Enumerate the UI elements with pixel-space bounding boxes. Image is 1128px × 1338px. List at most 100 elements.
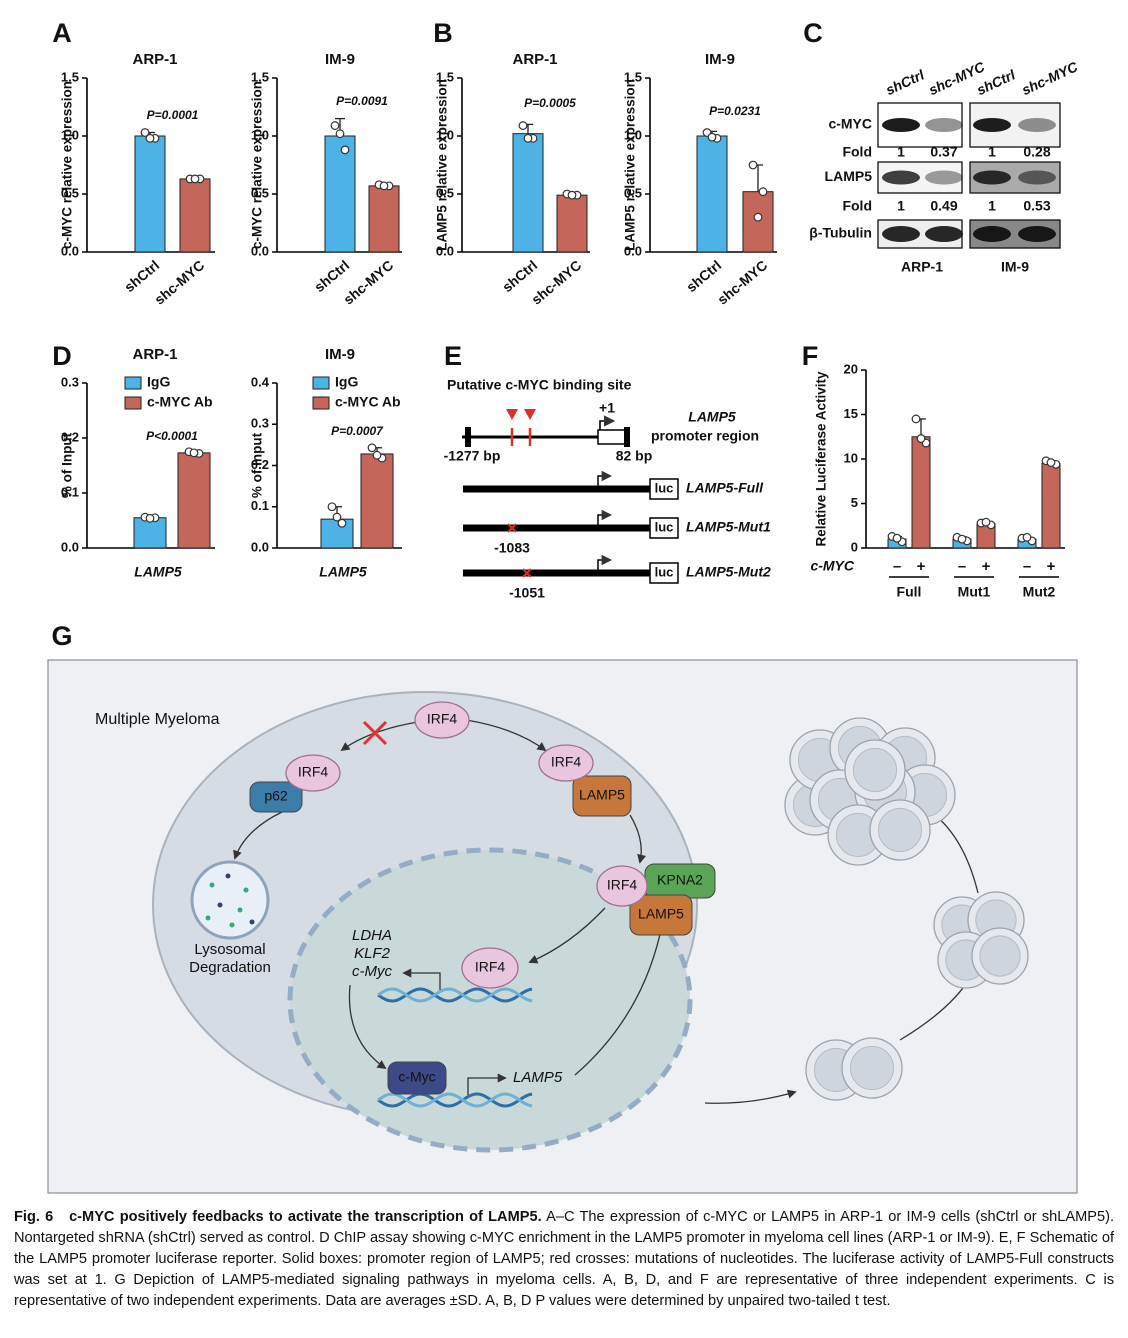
lysosome-label: Lysosomal (194, 941, 265, 958)
bar (134, 135, 166, 253)
blot-band (1018, 226, 1056, 242)
data-point (981, 517, 991, 527)
blot-band (882, 226, 920, 242)
construct-label: LAMP5-Full (686, 480, 764, 496)
legend-swatch (312, 396, 330, 410)
lysosome-dot (237, 907, 243, 913)
bar (1041, 462, 1061, 549)
x-tick-label: LAMP5 (134, 564, 182, 580)
fold-value: 0.37 (930, 144, 957, 160)
bar (696, 135, 728, 253)
node-label: LAMP5 (579, 787, 625, 803)
y-tick-label: 0.0 (251, 243, 269, 258)
y-axis-label: % of Input (60, 432, 75, 498)
figure: A B C D E F G 0.0 0.5 1.0 1.5 ARP-1 c-MYC relative e… (47, 18, 1081, 1194)
y-tick-label: 0.0 (436, 243, 454, 258)
data-point (1022, 532, 1032, 542)
data-point (707, 132, 717, 142)
construct-label: LAMP5-Mut1 (686, 519, 771, 535)
data-point (523, 133, 533, 143)
dna-strand (377, 987, 533, 1003)
node-shape (629, 894, 693, 936)
bar (512, 133, 544, 253)
data-point (145, 133, 155, 143)
y-tick-label: 0.2 (61, 429, 79, 444)
y-tick-label: 5 (851, 495, 858, 510)
p-value: P=0.0091 (336, 94, 388, 108)
p-value: P=0.0231 (709, 104, 761, 118)
y-axis-label: LAMP5 relative expression (435, 79, 450, 251)
x-tick-label: shc-MYC (528, 257, 584, 308)
y-tick-label: 0.0 (61, 539, 79, 554)
data-point (332, 512, 342, 522)
y-tick-label: 0 (851, 539, 858, 554)
data-point (911, 414, 921, 424)
y-tick-label: 0.0 (624, 243, 642, 258)
blot-column-label: shCtrl (883, 66, 927, 98)
caption-title: c-MYC positively feedbacks to activate t… (69, 1209, 542, 1225)
caption: Fig. 6 c-MYC positively feedbacks to act… (14, 1207, 1114, 1312)
gene-label: c-Myc (352, 963, 392, 980)
fold-value: 1 (988, 198, 996, 214)
legend-swatch (124, 396, 142, 410)
fold-value: 0.49 (930, 198, 957, 214)
bar (556, 194, 588, 253)
y-axis-label: % of Input (250, 432, 265, 498)
x-tick-label: shCtrl (683, 257, 724, 295)
y-tick-label: 0.5 (61, 185, 79, 200)
y-tick-label: 10 (844, 450, 858, 465)
data-point (957, 534, 967, 544)
y-tick-label: 1.5 (61, 69, 79, 84)
dna-strand (377, 1092, 533, 1108)
node-label: IRF4 (475, 959, 506, 975)
y-tick-label: 0.4 (251, 374, 270, 389)
gene-label: LAMP5 (688, 409, 736, 425)
node-shape (538, 744, 594, 782)
node-shape (249, 781, 303, 813)
tss-arrow (599, 415, 616, 430)
fold-label: Fold (842, 198, 872, 214)
panel-letter: C (803, 18, 823, 48)
panel-letter: F (802, 341, 819, 371)
blot-band (925, 226, 963, 242)
fold-value: 0.28 (1023, 144, 1050, 160)
data-point (189, 448, 199, 458)
y-tick-label: 0.5 (251, 185, 269, 200)
blot-column-label: shc-MYC (1019, 58, 1081, 98)
data-point (758, 187, 768, 197)
blot-row-label: β-Tubulin (809, 225, 872, 241)
bar (179, 178, 211, 253)
dna-strand (377, 987, 533, 1003)
y-tick-label: 0.1 (61, 484, 79, 499)
cell-inner (979, 935, 1021, 977)
blot-band (882, 118, 920, 132)
inhibition-cross (362, 720, 388, 746)
series-title: c-MYC (810, 558, 854, 574)
blot-band (973, 118, 1011, 132)
chart-title: ARP-1 (132, 346, 177, 363)
start-label: -1277 bp (444, 448, 501, 464)
data-point (753, 212, 763, 222)
construct-tss (597, 509, 613, 525)
node-label: IRF4 (607, 877, 638, 893)
luc-box (649, 478, 679, 500)
bar (911, 436, 931, 549)
mutation-cross (507, 523, 517, 533)
legend-swatch (124, 376, 142, 390)
pathway-arrow (465, 719, 547, 752)
chart-title: ARP-1 (512, 51, 557, 68)
pathway-arrow (233, 811, 283, 860)
mutation-cross (522, 568, 532, 578)
p-value: P=0.0007 (331, 424, 384, 438)
fold-value: 1 (897, 144, 905, 160)
lysosome-dot (249, 919, 255, 925)
legend-label: IgG (335, 374, 358, 390)
pathway-arrow (348, 984, 387, 1070)
fold-value: 1 (897, 198, 905, 214)
pathway-arrow (629, 814, 647, 864)
fold-value: 0.53 (1023, 198, 1050, 214)
y-tick-label: 0.5 (624, 185, 642, 200)
construct-tss (597, 554, 613, 570)
data-point (335, 129, 345, 139)
data-point (190, 174, 200, 184)
